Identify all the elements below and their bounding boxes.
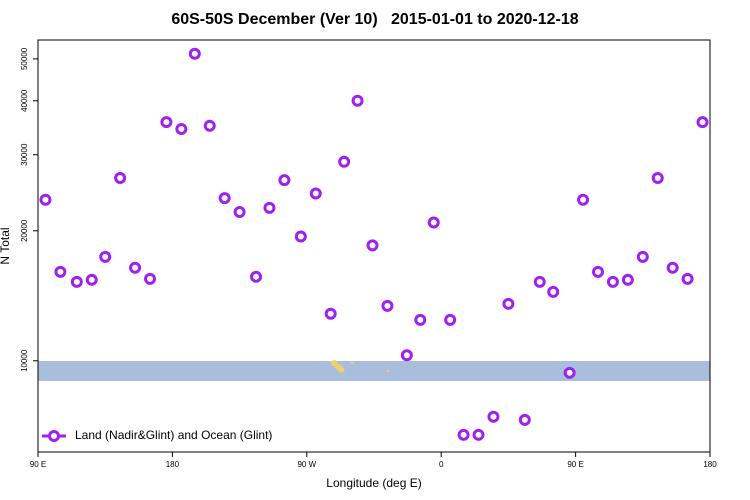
data-point	[414, 313, 427, 326]
data-point	[324, 307, 337, 320]
data-point	[487, 410, 500, 423]
data-point	[577, 193, 590, 206]
data-point	[606, 275, 619, 288]
data-point	[129, 261, 142, 274]
data-point	[218, 192, 231, 205]
data-point	[592, 265, 604, 278]
data-point	[114, 171, 127, 184]
data-point	[681, 272, 694, 285]
data-point	[427, 216, 440, 229]
y-tick-label: 30000	[20, 143, 29, 166]
land-patch	[387, 370, 389, 372]
chart-title: 60S-50S December (Ver 10) 2015-01-01 to …	[171, 11, 578, 28]
data-point	[203, 119, 216, 132]
x-tick-label: 0	[439, 460, 444, 469]
y-tick-label: 20000	[20, 219, 29, 242]
land-patch	[350, 362, 354, 364]
y-axis-label: N Total	[0, 227, 12, 264]
data-point	[400, 349, 413, 362]
data-point	[621, 273, 634, 286]
data-point	[278, 174, 291, 187]
data-point	[233, 206, 246, 219]
y-tick-label: 50000	[20, 47, 29, 70]
data-point	[338, 155, 351, 168]
data-point	[294, 230, 307, 243]
map-band	[38, 361, 710, 381]
data-point	[472, 428, 485, 441]
data-point	[70, 275, 83, 288]
data-point	[263, 201, 276, 214]
data-point	[366, 239, 379, 252]
x-tick-label: 90 W	[297, 460, 316, 469]
x-tick-label: 90 E	[567, 460, 583, 469]
data-point	[696, 116, 709, 129]
data-point	[651, 171, 664, 184]
data-point	[547, 285, 560, 298]
x-tick-label: 180	[166, 460, 180, 469]
data-point	[85, 273, 98, 286]
data-point	[160, 116, 173, 129]
data-point	[250, 270, 263, 283]
plot-frame	[37, 39, 711, 453]
y-tick-label: 10000	[20, 349, 29, 372]
x-tick-label: 90 E	[30, 460, 46, 469]
data-point	[666, 261, 679, 274]
data-point	[99, 250, 112, 263]
y-tick-label: 40000	[20, 89, 29, 112]
legend-label: Land (Nadir&Glint) and Ocean (Glint)	[75, 428, 272, 442]
data-point	[444, 313, 457, 326]
data-point	[381, 299, 394, 312]
data-point	[351, 94, 364, 107]
data-point	[457, 428, 470, 441]
x-axis-label: Longitude (deg E)	[326, 476, 421, 490]
data-point	[533, 275, 546, 288]
data-point	[309, 187, 322, 200]
data-point	[175, 123, 188, 136]
data-point	[563, 366, 576, 379]
data-point	[188, 47, 201, 60]
data-point	[518, 413, 531, 426]
data-point	[502, 297, 515, 310]
x-tick-label: 180	[703, 460, 717, 469]
legend-marker	[48, 430, 60, 442]
land-patch	[330, 360, 345, 373]
data-point	[636, 250, 649, 263]
data-point	[144, 272, 156, 285]
data-point	[39, 193, 52, 206]
data-point	[54, 265, 67, 278]
